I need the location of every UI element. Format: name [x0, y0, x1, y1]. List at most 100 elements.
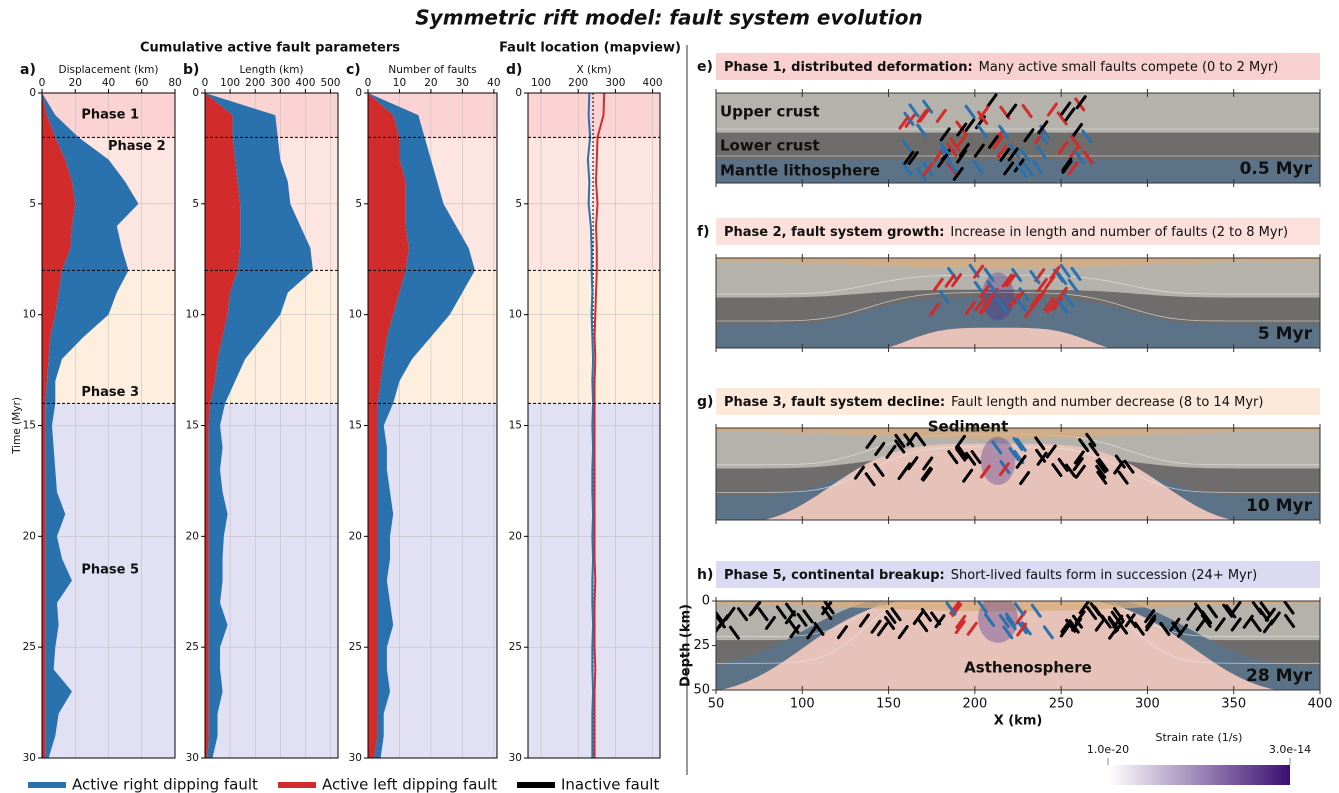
- y-tick-label: 10: [23, 309, 36, 321]
- x-tick-label: 150: [876, 697, 901, 712]
- section-frame: [715, 427, 1321, 521]
- fault-stick: [1023, 128, 1035, 143]
- phase-label: Phase 1: [81, 108, 139, 123]
- layer-label: Sediment: [928, 418, 1009, 436]
- fault-stick: [903, 150, 915, 165]
- section-heading: Phase 2, fault system growth: Increase in…: [724, 225, 1288, 240]
- fault-stick: [716, 625, 717, 627]
- fault-stick: [1214, 617, 1226, 632]
- heading-text: Fault length and number decrease (8 to 1…: [951, 395, 1263, 410]
- fault-stick: [956, 149, 968, 164]
- fault-stick: [1070, 266, 1082, 281]
- fault-stick: [1019, 148, 1031, 163]
- figure-title: Symmetric rift model: fault system evolu…: [415, 6, 922, 30]
- panel-letter: h): [697, 567, 713, 583]
- fault-stick: [1145, 614, 1157, 629]
- fault-stick: [1021, 104, 1033, 119]
- fault-stick: [1225, 604, 1237, 619]
- x-axis-label: X (km): [994, 714, 1043, 729]
- x-axis-label: Displacement (km): [58, 64, 158, 76]
- fault-stick: [939, 141, 951, 156]
- fault-stick: [1037, 120, 1049, 135]
- fault-stick: [1057, 140, 1069, 155]
- fault-stick: [1145, 617, 1157, 632]
- phase-label: Phase 5: [81, 563, 139, 578]
- colorbar-tick-label: 3.0e-14: [1269, 743, 1311, 756]
- fault-stick: [983, 267, 995, 282]
- fault-stick: [1088, 442, 1100, 457]
- area: [42, 93, 139, 758]
- fault-stick: [802, 609, 814, 624]
- fault-stick: [853, 465, 865, 480]
- fault-stick: [955, 447, 967, 462]
- fault-stick: [764, 615, 776, 630]
- fault-stick: [901, 139, 913, 154]
- fault-stick: [1016, 622, 1028, 637]
- y-tick-label: 15: [23, 420, 36, 432]
- legend-label: Inactive fault: [561, 776, 659, 793]
- trace: [586, 92, 595, 758]
- fault-stick: [973, 280, 985, 295]
- x-tick-label: 500: [320, 77, 340, 89]
- strain-zone: [980, 436, 1016, 485]
- fault-stick: [1171, 621, 1183, 636]
- fault-stick: [1003, 161, 1015, 176]
- fault-stick: [1126, 614, 1138, 629]
- panel-letter: b): [183, 62, 199, 78]
- fault-stick: [966, 621, 978, 636]
- legend-swatch: [278, 782, 316, 788]
- fault-stick: [1067, 161, 1079, 176]
- y-tick-label: 25: [23, 641, 36, 653]
- fault-stick: [934, 614, 946, 629]
- fault-stick: [748, 602, 760, 617]
- fault-stick: [1043, 297, 1055, 312]
- fault-stick: [1008, 293, 1020, 308]
- area: [368, 93, 475, 758]
- section-image: [716, 258, 1320, 348]
- section-frame: [715, 257, 1321, 349]
- fault-stick: [1015, 298, 1027, 313]
- phase-band: [528, 93, 660, 138]
- fault-stick: [955, 120, 967, 135]
- x-tick-label: 0: [365, 77, 372, 89]
- mantle-lithosphere: [716, 159, 1320, 183]
- fault-stick: [903, 111, 915, 126]
- fault-stick: [1242, 614, 1254, 629]
- fault-stick: [957, 445, 969, 460]
- fault-stick: [1283, 601, 1295, 615]
- fault-stick: [864, 472, 876, 487]
- x-tick-label: 200: [962, 697, 987, 712]
- x-tick-label: 20: [69, 77, 82, 89]
- fault-stick: [1016, 163, 1028, 178]
- fault-stick: [1075, 95, 1087, 110]
- asthenosphere: [886, 327, 1110, 348]
- fault-stick: [921, 467, 933, 482]
- phase-label: Phase 2: [108, 139, 166, 154]
- time-label: 0.5 Myr: [1240, 159, 1313, 179]
- y-tick-label: 5: [355, 198, 362, 210]
- fault-stick: [1008, 447, 1020, 462]
- fault-stick: [998, 124, 1010, 139]
- panel-letter: d): [506, 62, 522, 78]
- fault-stick: [908, 103, 920, 118]
- heading-bold: Phase 3, fault system decline:: [724, 395, 945, 410]
- fault-stick: [932, 277, 944, 292]
- phase-label: Phase 3: [81, 385, 139, 400]
- fault-stick: [1002, 625, 1014, 640]
- fault-stick: [885, 609, 897, 624]
- y-tick-label: 25: [186, 641, 199, 653]
- fault-stick: [897, 466, 909, 481]
- heading-box: [716, 388, 1320, 415]
- isotherm: [716, 292, 1320, 322]
- fault-stick: [890, 607, 902, 622]
- y-tick-label: 20: [349, 530, 362, 542]
- fault-stick: [954, 620, 966, 635]
- panel-letter: e): [697, 59, 713, 75]
- x-tick-label: 350: [1221, 697, 1246, 712]
- fault-stick: [946, 142, 958, 157]
- fault-stick: [1049, 265, 1061, 280]
- x-tick-label: 30: [456, 77, 469, 89]
- y-tick-label: 30: [23, 752, 36, 764]
- panel-letter: g): [697, 394, 713, 410]
- y-tick-label: 25: [349, 641, 362, 653]
